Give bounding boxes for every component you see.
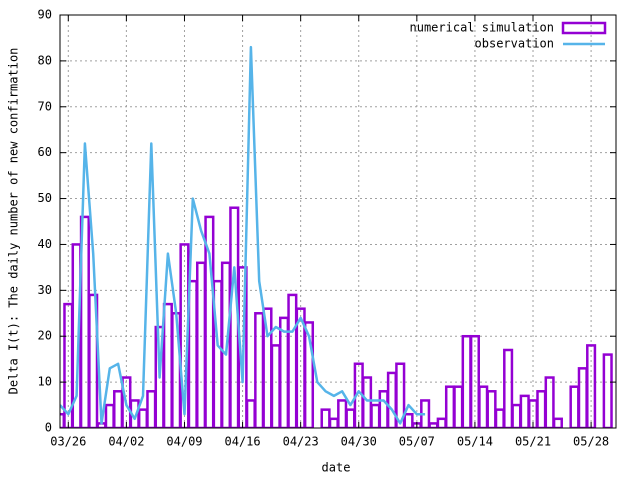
bar: [328, 417, 339, 428]
bar: [254, 312, 265, 428]
bar: [469, 334, 480, 428]
bar: [146, 390, 157, 428]
legend-label: numerical simulation: [410, 21, 555, 35]
x-tick-label: 04/16: [225, 435, 261, 449]
bar: [162, 302, 173, 428]
bar: [303, 321, 315, 428]
y-tick-label: 70: [38, 99, 52, 113]
legend-label: observation: [475, 37, 554, 51]
bar: [503, 348, 514, 428]
bar: [494, 408, 505, 428]
bar: [245, 399, 256, 428]
x-axis-label: date: [322, 461, 351, 475]
bar: [270, 344, 281, 428]
bar: [104, 403, 115, 428]
bar: [478, 385, 489, 428]
y-tick-label: 40: [38, 237, 52, 251]
bar: [453, 385, 464, 428]
bar: [378, 390, 389, 428]
x-tick-label: 05/14: [457, 435, 493, 449]
bar: [552, 417, 563, 428]
legend-entry: numerical simulation: [410, 21, 607, 35]
x-tick-label: 03/26: [50, 435, 86, 449]
legend-swatch: [561, 21, 607, 35]
bar: [602, 353, 613, 428]
bar: [428, 422, 439, 428]
y-tick-label: 80: [38, 53, 52, 67]
y-tick-label: 20: [38, 329, 52, 343]
bar: [345, 408, 356, 428]
x-tick-label: 05/28: [573, 435, 609, 449]
y-tick-label: 50: [38, 191, 52, 205]
bar: [436, 417, 447, 428]
x-tick-label: 04/02: [108, 435, 144, 449]
grid: [60, 14, 616, 429]
bar: [113, 390, 124, 428]
y-axis-label: Delta I(t): The daily number of new conf…: [7, 48, 21, 395]
y-tick-label: 10: [38, 375, 52, 389]
bar: [569, 385, 580, 428]
bar: [361, 376, 373, 428]
bar: [577, 367, 588, 428]
line: [60, 45, 426, 425]
bar: [519, 394, 530, 428]
x-tick-label: 04/30: [341, 435, 377, 449]
y-tick-label: 0: [45, 421, 52, 435]
bar: [320, 408, 331, 428]
bar: [137, 408, 149, 428]
bar: [444, 385, 456, 428]
bar: [395, 362, 406, 428]
x-tick-label: 04/23: [283, 435, 319, 449]
bar: [544, 376, 555, 428]
y-tick-label: 90: [38, 8, 52, 22]
plot-area: [60, 45, 613, 428]
x-tick-label: 05/07: [399, 435, 435, 449]
bar: [287, 293, 298, 428]
bar: [511, 403, 522, 428]
plot-border: [59, 14, 617, 429]
bar: [370, 403, 381, 428]
y-tick-label: 60: [38, 145, 52, 159]
bar: [536, 390, 547, 428]
bar: [237, 266, 248, 428]
bar: [486, 390, 497, 428]
bar: [386, 371, 398, 428]
bar: [196, 261, 207, 428]
bar: [278, 316, 290, 428]
bar: [403, 412, 414, 428]
bar: [187, 279, 198, 428]
bar: [337, 399, 348, 428]
legend-entry: observation: [475, 37, 605, 51]
x-tick-label: 04/09: [166, 435, 202, 449]
x-tick-label: 05/21: [515, 435, 551, 449]
y-tick-label: 30: [38, 283, 52, 297]
